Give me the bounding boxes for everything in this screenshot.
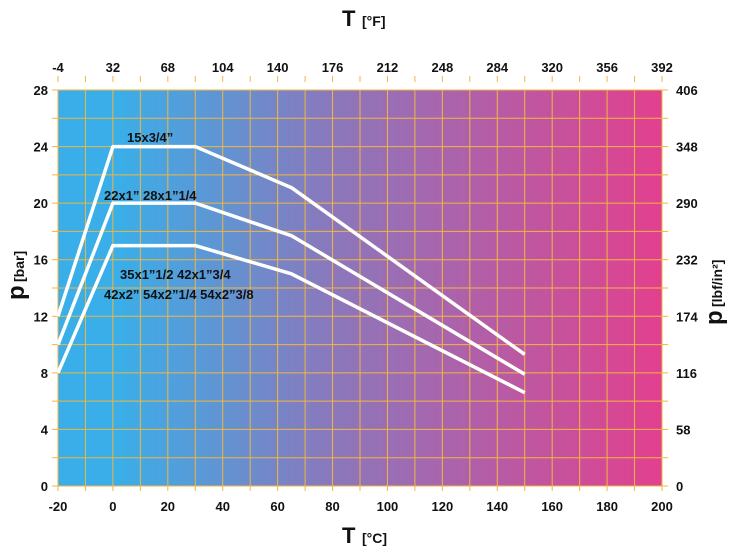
grid [57, 89, 663, 487]
x-bottom-tick-label: 40 [215, 499, 229, 514]
series-label: 15x3/4” [127, 130, 173, 145]
x-top-tick-label: 248 [432, 60, 454, 75]
y-right-tick-label: 348 [676, 140, 698, 155]
series-labels: 15x3/4” 22x1” 28x1”1/4 35x1”1/2 42x1”3/4 42… [104, 130, 254, 302]
series-label: 22x1” 28x1”1/4 [104, 188, 197, 203]
x-top-tick-label: 320 [541, 60, 563, 75]
series-line [56, 144, 526, 356]
x-bottom-tick-label: 200 [651, 499, 673, 514]
y-left-tick-label: 16 [34, 253, 48, 268]
x-bottom-tick-label: 180 [596, 499, 618, 514]
x-bottom-tick-label: 0 [109, 499, 116, 514]
axis-ticks: -20 0 20 40 60 80 100 120 140 160 180 200-4 32 68 104 1… [34, 60, 699, 514]
x-bottom-tick-label: -20 [49, 499, 68, 514]
y-right-title: p [701, 310, 728, 325]
x-top-unit: [°F] [362, 13, 385, 29]
y-left-tick-label: 0 [41, 479, 48, 494]
x-top-tick-label: 32 [106, 60, 120, 75]
x-top-tick-label: 176 [322, 60, 344, 75]
y-right-tick-label: 58 [676, 422, 690, 437]
y-right-tick-label: 406 [676, 83, 698, 98]
x-top-tick-label: 68 [161, 60, 175, 75]
y-right-tick-label: 0 [676, 479, 683, 494]
x-bottom-tick-label: 20 [161, 499, 175, 514]
x-top-title: T [342, 6, 356, 31]
series-label: 42x2” 54x2”1/4 54x2”3/8 [104, 287, 254, 302]
x-bottom-tick-label: 80 [325, 499, 339, 514]
x-bottom-title: T [342, 523, 356, 548]
x-top-tick-label: 140 [267, 60, 289, 75]
x-top-tick-label: 212 [377, 60, 399, 75]
y-left-tick-label: 8 [41, 366, 48, 381]
y-right-tick-label: 290 [676, 196, 698, 211]
y-left-tick-label: 24 [34, 140, 49, 155]
y-right-tick-label: 116 [676, 366, 697, 381]
y-left-tick-label: 4 [41, 422, 49, 437]
x-top-tick-label: -4 [52, 60, 64, 75]
x-bottom-tick-label: 140 [486, 499, 508, 514]
x-bottom-tick-label: 160 [541, 499, 563, 514]
x-top-tick-label: 392 [651, 60, 673, 75]
y-left-tick-label: 28 [34, 83, 48, 98]
x-bottom-tick-label: 60 [270, 499, 284, 514]
series-line [56, 243, 526, 395]
x-bottom-tick-label: 100 [377, 499, 399, 514]
x-bottom-tick-label: 120 [432, 499, 454, 514]
series-line [56, 201, 526, 376]
y-left-title: p [3, 285, 30, 300]
y-left-tick-label: 20 [34, 196, 48, 211]
x-top-tick-label: 284 [486, 60, 508, 75]
y-left-tick-label: 12 [34, 309, 48, 324]
series-lines [56, 144, 526, 395]
x-bottom-unit: [°C] [362, 530, 387, 546]
y-right-unit: [lbf/in²] [709, 260, 725, 307]
series-label: 35x1”1/2 42x1”3/4 [120, 267, 231, 282]
y-right-tick-label: 232 [676, 253, 698, 268]
x-top-tick-label: 104 [212, 60, 234, 75]
x-top-tick-label: 356 [596, 60, 618, 75]
y-right-tick-label: 174 [676, 309, 698, 324]
y-left-unit: [bar] [11, 251, 27, 282]
